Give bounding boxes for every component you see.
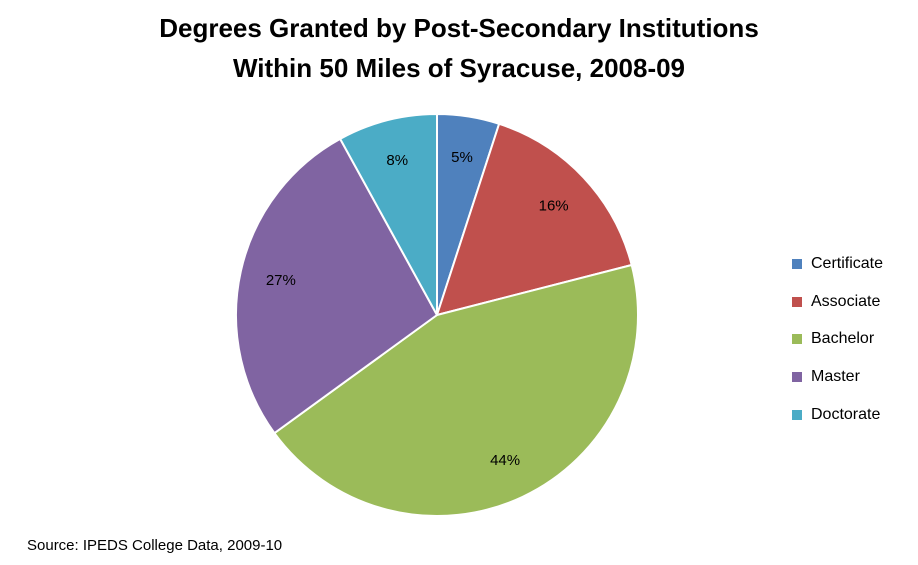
data-label-certificate: 5% [451, 149, 473, 166]
legend-item-bachelor: Bachelor [792, 320, 883, 358]
pie-slice-master [235, 137, 439, 435]
legend-swatch-certificate [792, 258, 802, 269]
legend-item-certificate: Certificate [792, 245, 883, 283]
legend: Certificate Associate Bachelor Master Do… [792, 245, 883, 433]
data-label-bachelor: 44% [490, 452, 520, 469]
pie-slice-doctorate [338, 112, 438, 316]
legend-item-master: Master [792, 358, 883, 396]
legend-swatch-master [792, 371, 802, 382]
legend-swatch-doctorate [792, 409, 802, 420]
legend-label-associate: Associate [811, 292, 881, 310]
data-label-doctorate: 8% [386, 152, 408, 169]
legend-item-doctorate: Doctorate [792, 396, 883, 434]
legend-swatch-bachelor [792, 334, 802, 345]
chart-title-line-1: Degrees Granted by Post-Secondary Instit… [159, 13, 759, 43]
source-note: Source: IPEDS College Data, 2009-10 [27, 537, 283, 554]
pie-slice-bachelor [272, 263, 639, 517]
legend-label-doctorate: Doctorate [811, 405, 881, 423]
legend-label-certificate: Certificate [811, 254, 884, 272]
chart-title-line-2: Within 50 Miles of Syracuse, 2008-09 [232, 53, 686, 83]
legend-label-bachelor: Bachelor [811, 330, 875, 348]
data-label-associate: 16% [539, 197, 569, 214]
legend-item-associate: Associate [792, 283, 883, 321]
legend-label-master: Master [811, 367, 860, 385]
legend-swatch-associate [792, 296, 802, 307]
pie-slice-associate [435, 122, 633, 317]
chart-title: Degrees Granted by Post-Secondary Instit… [0, 8, 918, 88]
data-label-master: 27% [266, 272, 296, 289]
